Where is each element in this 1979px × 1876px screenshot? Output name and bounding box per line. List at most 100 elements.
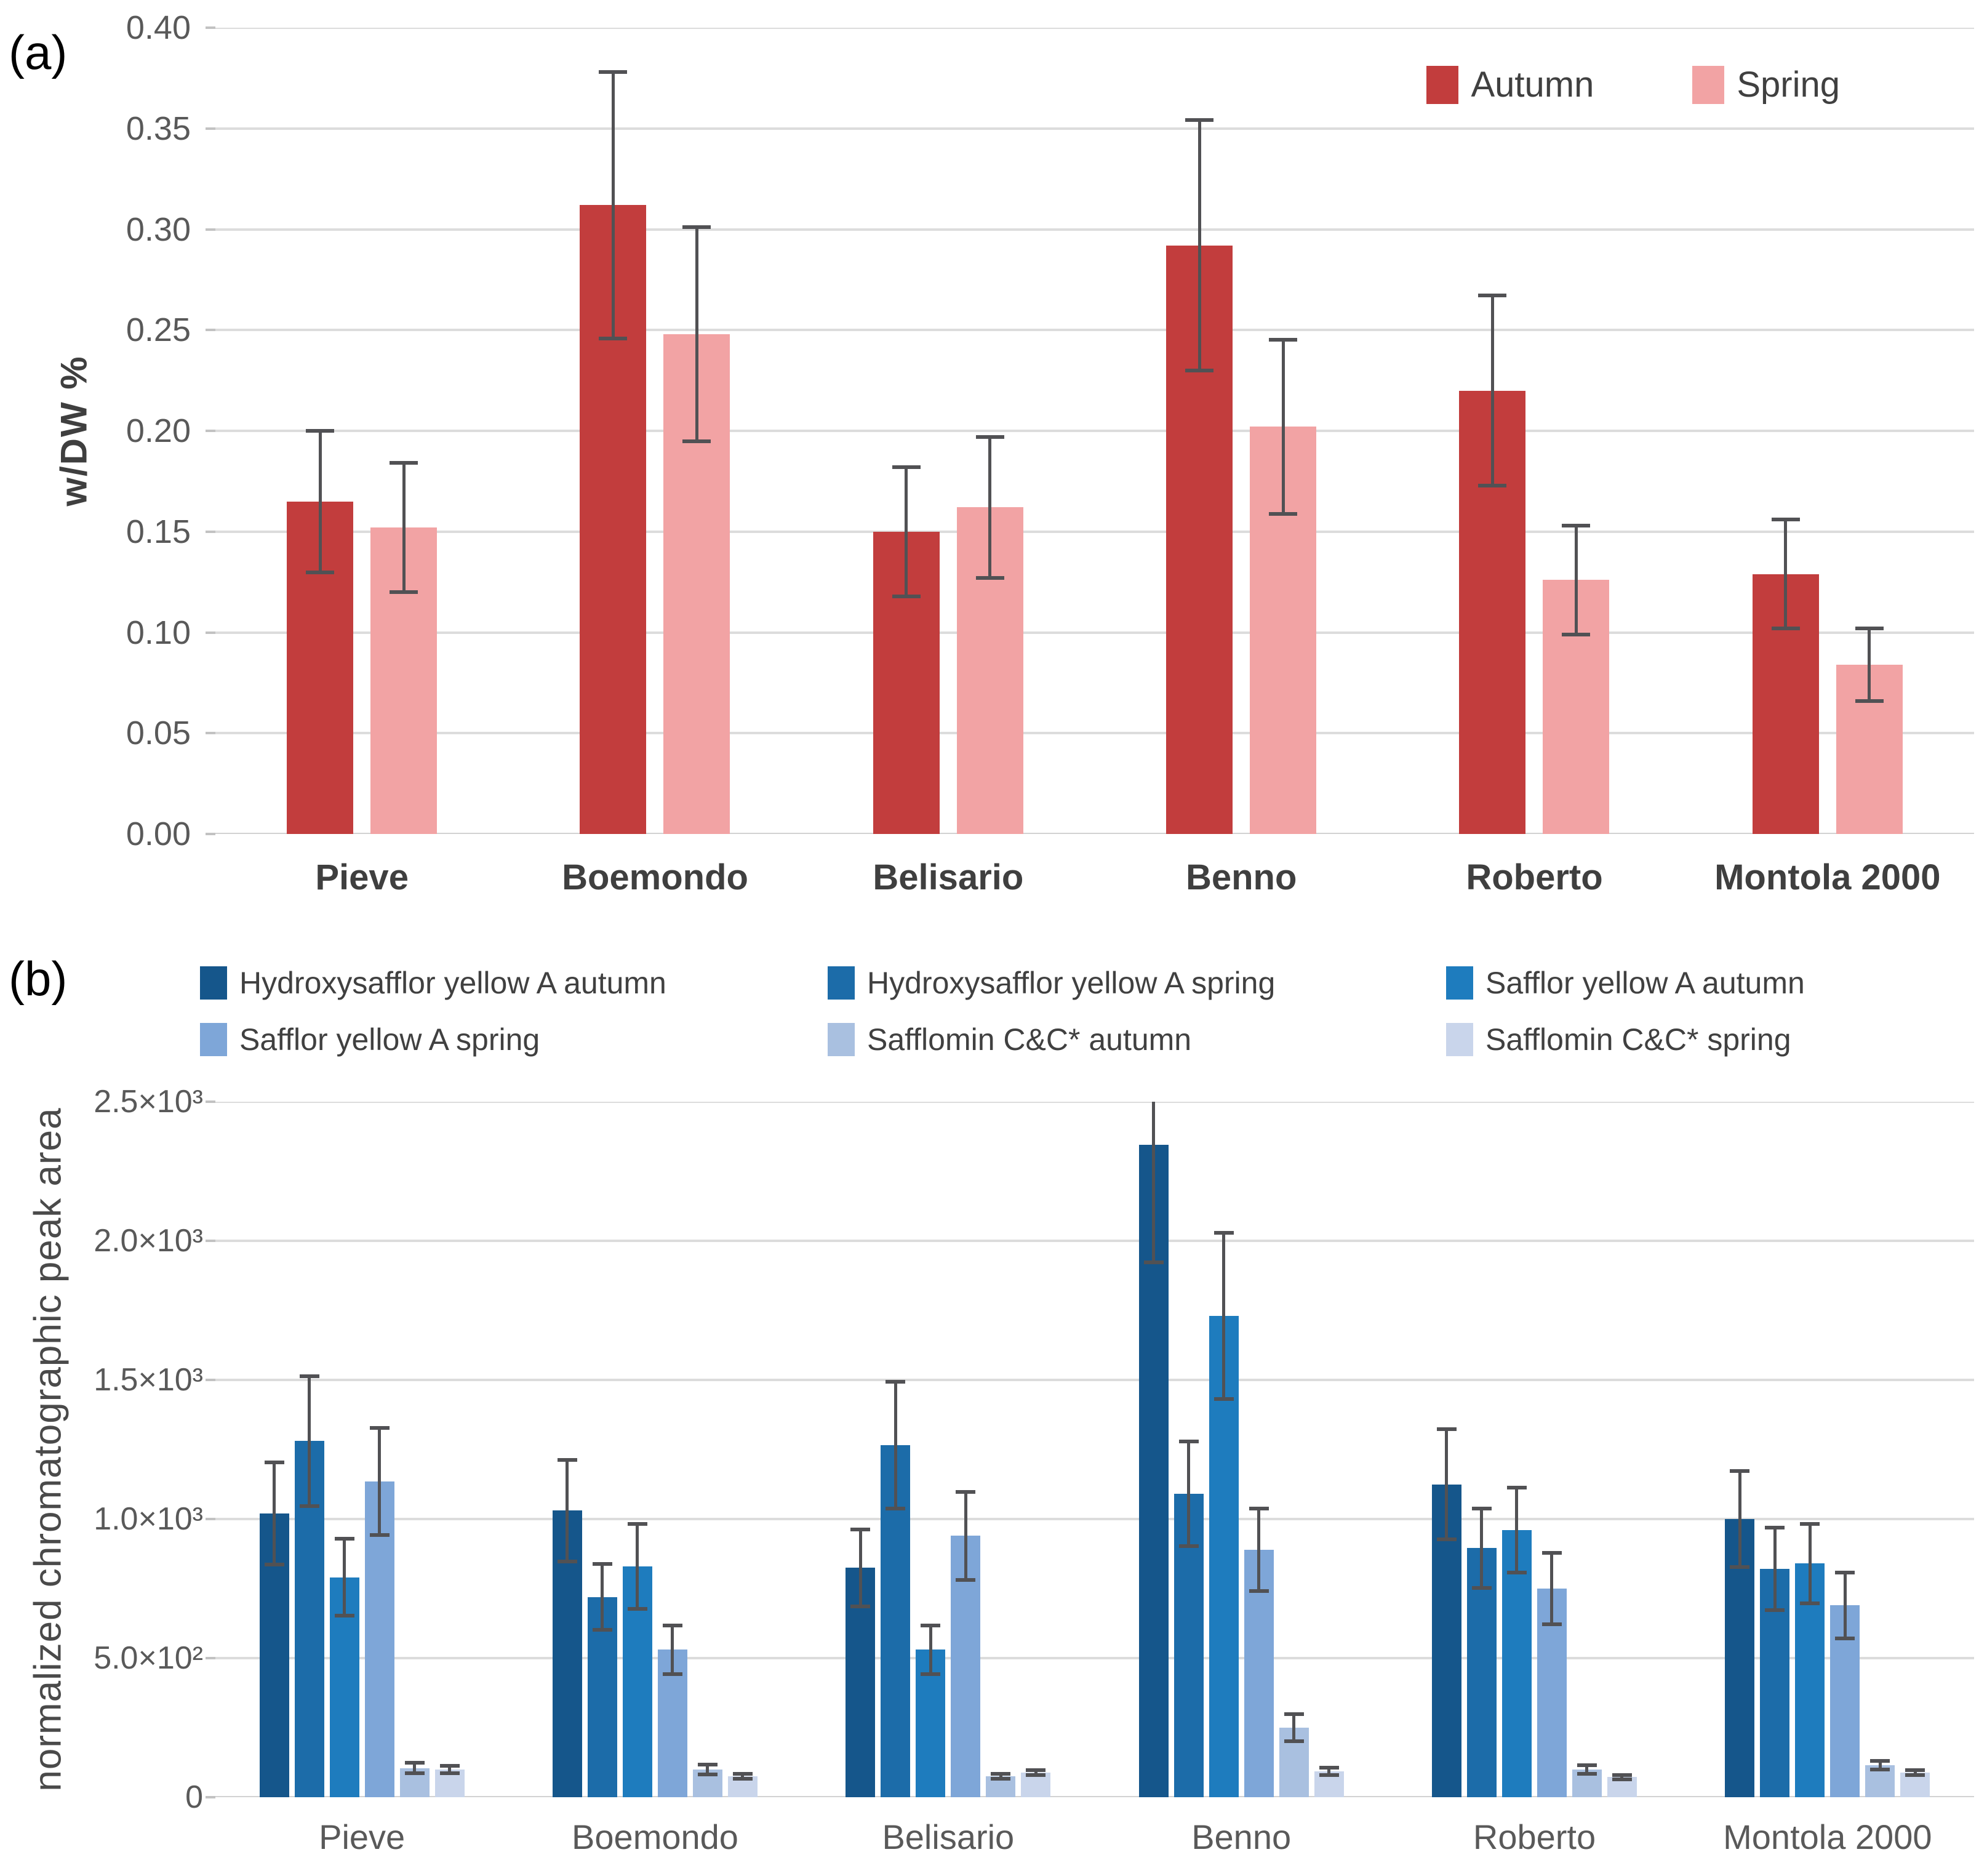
x-category-label: Boemondo xyxy=(572,1818,738,1856)
y-tick-label: 0 xyxy=(185,1779,203,1815)
error-bar-spring-boemondo xyxy=(682,225,711,443)
legend-label: Hydroxysafflor yellow A spring xyxy=(867,966,1276,1000)
error-bar-line xyxy=(273,1461,276,1566)
legend-swatch-safflomin-c-c-spring xyxy=(1446,1023,1473,1056)
error-bar-cap-bottom xyxy=(627,1607,647,1611)
error-bar-cap-top xyxy=(1905,1768,1925,1772)
y-tick-mark xyxy=(206,833,215,835)
x-category-label: Roberto xyxy=(1466,857,1603,897)
error-bar-safflor-yellow-a-spring-roberto xyxy=(1541,1550,1562,1626)
error-bar-cap-top xyxy=(1730,1469,1750,1473)
x-category-label: Boemondo xyxy=(562,857,748,897)
y-tick-label: 1.5×10³ xyxy=(94,1362,203,1398)
error-bar-spring-montola-2000 xyxy=(1855,626,1884,704)
error-bar-line xyxy=(611,70,615,340)
error-bar-cap-top xyxy=(1436,1427,1457,1431)
error-bar-line xyxy=(343,1537,346,1618)
category-group-belisario xyxy=(802,1102,1095,1797)
error-bar-line xyxy=(318,428,322,574)
x-category-label: Belisario xyxy=(882,1818,1015,1856)
legend-item-safflor-yellow-a-autumn: Safflor yellow A autumn xyxy=(1446,965,1911,1001)
gridline xyxy=(215,1657,1974,1659)
y-tick-label: 0.20 xyxy=(126,412,191,449)
error-bar-cap-top xyxy=(1800,1521,1820,1526)
error-bar-cap-top xyxy=(1855,626,1884,630)
legend-item-hydroxysafflor-yellow-a-spring: Hydroxysafflor yellow A spring xyxy=(828,965,1446,1001)
error-bar-line xyxy=(1574,523,1578,637)
error-bar-safflor-yellow-a-spring-pieve xyxy=(369,1425,390,1537)
panel-a-plot-area xyxy=(215,28,1974,834)
panel-b-plot-area xyxy=(215,1102,1974,1797)
gridline xyxy=(215,228,1974,231)
error-bar-safflor-yellow-a-autumn-belisario xyxy=(921,1623,941,1677)
y-tick-label: 0.05 xyxy=(126,715,191,752)
x-category-label: Pieve xyxy=(319,1818,406,1856)
panel-b-x-axis: Pieve Boemondo Belisario Benno Roberto Montol… xyxy=(215,1817,1974,1866)
legend-item-spring: Spring xyxy=(1692,64,1840,105)
error-bar-safflor-yellow-a-autumn-pieve xyxy=(334,1537,354,1618)
error-bar-line xyxy=(894,1380,897,1511)
error-bar-cap-bottom xyxy=(557,1560,577,1564)
error-bar-cap-top xyxy=(1471,1506,1492,1510)
error-bar-hydroxysafflor-yellow-a-spring-benno xyxy=(1178,1440,1199,1549)
error-bar-safflor-yellow-a-spring-montola-2000 xyxy=(1835,1570,1855,1640)
error-bar-cap-bottom xyxy=(892,594,921,598)
y-tick-label: 0.00 xyxy=(126,816,191,852)
error-bar-line xyxy=(308,1374,311,1508)
legend-item-hydroxysafflor-yellow-a-autumn: Hydroxysafflor yellow A autumn xyxy=(200,965,828,1001)
error-bar-line xyxy=(1445,1427,1449,1542)
y-tick-label: 0.30 xyxy=(126,210,191,248)
error-bar-line xyxy=(1808,1521,1812,1606)
error-bar-line xyxy=(964,1489,967,1582)
legend-label: Safflomin C&C* autumn xyxy=(867,1022,1192,1057)
error-bar-cap-top xyxy=(1185,118,1214,122)
gridline xyxy=(215,732,1974,735)
y-tick-mark xyxy=(206,1100,215,1103)
error-bar-cap-top xyxy=(557,1457,577,1462)
error-bar-cap-top xyxy=(1249,1506,1269,1510)
error-bar-line xyxy=(741,1772,745,1781)
category-group-benno xyxy=(1095,28,1388,834)
error-bar-cap-top xyxy=(1284,1712,1304,1717)
error-bar-cap-bottom xyxy=(1870,1767,1890,1771)
error-bar-safflor-yellow-a-autumn-roberto xyxy=(1506,1485,1527,1575)
legend-swatch-safflor-yellow-a-spring xyxy=(200,1023,227,1056)
legend-swatch-safflor-yellow-a-autumn xyxy=(1446,966,1473,1000)
error-bar-cap-bottom xyxy=(1855,699,1884,704)
error-bar-line xyxy=(988,435,992,580)
category-group-pieve xyxy=(215,1102,508,1797)
error-bar-cap-bottom xyxy=(662,1672,682,1677)
error-bar-cap-top xyxy=(991,1772,1011,1776)
error-bar-cap-bottom xyxy=(1249,1589,1269,1593)
error-bar-cap-bottom xyxy=(334,1614,354,1618)
error-bar-line xyxy=(1281,338,1285,516)
y-tick-label: 2.5×10³ xyxy=(94,1084,203,1120)
error-bar-hydroxysafflor-yellow-a-spring-roberto xyxy=(1471,1506,1492,1590)
y-tick-label: 0.35 xyxy=(126,110,191,147)
error-bar-safflomin-c-c-spring-pieve xyxy=(439,1763,460,1775)
error-bar-cap-top xyxy=(892,465,921,469)
error-bar-cap-bottom xyxy=(1471,1586,1492,1590)
panel-a-label: (a) xyxy=(9,25,68,79)
legend-item-autumn: Autumn xyxy=(1426,64,1594,105)
error-bar-cap-top xyxy=(850,1527,871,1531)
error-bar-line xyxy=(378,1425,382,1537)
category-group-boemondo xyxy=(508,1102,801,1797)
error-bar-safflomin-c-c-spring-roberto xyxy=(1612,1773,1632,1782)
error-bar-line xyxy=(636,1521,639,1611)
error-bar-line xyxy=(413,1761,417,1775)
error-bar-line xyxy=(706,1762,710,1777)
error-bar-line xyxy=(1773,1526,1777,1613)
error-bar-spring-belisario xyxy=(975,435,1004,580)
y-tick-mark xyxy=(206,127,215,130)
error-bar-spring-benno xyxy=(1269,338,1298,516)
error-bar-cap-top xyxy=(975,435,1004,439)
error-bar-cap-top xyxy=(599,70,628,74)
error-bar-cap-bottom xyxy=(390,590,418,595)
error-bar-line xyxy=(929,1623,932,1677)
error-bar-line xyxy=(1480,1506,1484,1590)
error-bar-cap-top xyxy=(592,1562,612,1566)
error-bar-line xyxy=(1222,1231,1226,1401)
error-bar-safflomin-c-c-spring-belisario xyxy=(1026,1768,1046,1778)
y-tick-mark xyxy=(206,1518,215,1520)
